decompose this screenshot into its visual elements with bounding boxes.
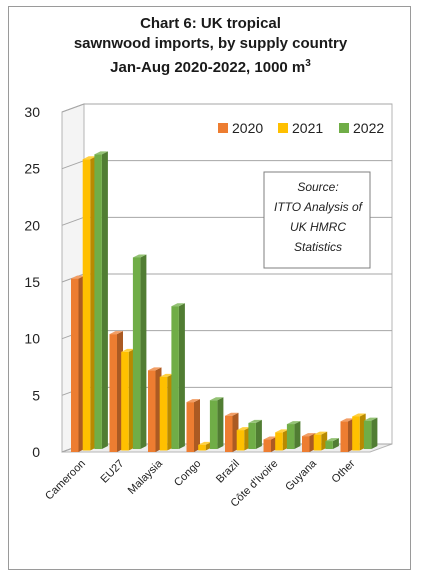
bar-2021-2	[159, 376, 168, 451]
x-tick-label: EU27	[99, 458, 127, 486]
gridline-side	[61, 103, 85, 113]
bar-side-2022-4	[255, 419, 262, 449]
bar-2020-4	[225, 415, 233, 452]
legend-swatch-2020	[218, 123, 228, 133]
bar-side-2022-3	[217, 397, 224, 449]
bar-top-2022-2	[171, 303, 185, 307]
gridline-side	[61, 216, 85, 226]
bar-side-2022-5	[294, 421, 301, 449]
bar-top-2020-1	[109, 331, 123, 335]
bar-top-2021-0	[82, 156, 97, 160]
title-line-3-text: Jan-Aug 2020-2022, 1000 m	[110, 59, 306, 76]
bar-2021-6	[313, 434, 322, 451]
bar-top-2020-3	[186, 399, 200, 403]
bar-2021-0	[82, 159, 91, 451]
bar-2020-1	[109, 334, 117, 452]
bar-2021-4	[236, 430, 245, 451]
bar-2021-3	[198, 444, 206, 451]
bar-2021-5	[275, 432, 283, 451]
source-line: Source:	[297, 180, 338, 194]
bar-2022-0	[94, 154, 102, 450]
legend-swatch-2022	[339, 123, 349, 133]
x-tick-label: Other	[330, 457, 358, 485]
bar-top-2021-6	[313, 431, 328, 435]
bar-top-2021-2	[159, 373, 174, 377]
bar-2022-6	[325, 441, 333, 449]
bar-top-2020-6	[302, 433, 316, 437]
bar-top-2021-3	[198, 441, 212, 445]
bar-side-2022-7	[371, 417, 378, 449]
bar-side-2020-3	[194, 399, 200, 452]
title-line-3: Jan-Aug 2020-2022, 1000 m3	[0, 54, 421, 78]
source-line: Statistics	[294, 240, 342, 254]
bar-top-2020-0	[71, 275, 85, 279]
bar-top-2022-3	[209, 397, 224, 401]
bar-top-2020-4	[225, 412, 239, 416]
bar-top-2020-7	[340, 418, 354, 422]
bar-2020-3	[186, 402, 194, 452]
y-tick-label: 10	[24, 331, 40, 347]
bar-2022-3	[209, 400, 218, 449]
y-tick-label: 5	[32, 387, 40, 403]
title-line-1: Chart 6: UK tropical	[140, 15, 281, 32]
bar-top-2022-4	[248, 419, 262, 423]
bar-top-2021-1	[121, 348, 135, 352]
bar-2020-6	[302, 436, 310, 452]
bar-top-2020-2	[148, 367, 162, 371]
legend-label-2020: 2020	[232, 120, 263, 136]
bar-top-2021-4	[236, 427, 251, 431]
bar-2020-7	[340, 421, 348, 452]
bar-2020-5	[263, 439, 271, 452]
x-tick-label: Brazil	[214, 458, 242, 486]
legend-swatch-2021	[278, 123, 288, 133]
gridline-side	[61, 160, 85, 170]
legend-label-2022: 2022	[353, 120, 384, 136]
bar-2022-1	[132, 257, 141, 449]
legend-label-2021: 2021	[292, 120, 323, 136]
bar-2022-7	[363, 420, 372, 449]
bar-top-2022-5	[286, 421, 301, 425]
bar-2022-4	[248, 422, 256, 449]
bar-side-2022-1	[140, 254, 147, 449]
source-box	[263, 171, 371, 269]
x-tick-label: Malaysia	[126, 457, 166, 497]
x-tick-label: Cameroon	[43, 458, 88, 503]
title-superscript: 3	[305, 58, 311, 69]
y-tick-label: 30	[24, 104, 40, 120]
y-tick-label: 0	[32, 444, 40, 460]
bar-2021-1	[121, 351, 129, 451]
bar-top-2022-0	[94, 151, 108, 155]
bar-top-2021-7	[352, 413, 366, 417]
bar-2020-0	[71, 278, 79, 452]
bar-2020-2	[148, 370, 156, 452]
x-tick-label: Guyana	[283, 457, 319, 493]
bar-side-2022-6	[332, 438, 339, 449]
bar-side-2022-2	[178, 303, 185, 449]
chart-title: Chart 6: UK tropical sawnwood imports, b…	[0, 14, 421, 78]
bar-top-2020-5	[263, 436, 277, 440]
bar-2022-5	[286, 424, 295, 449]
bar-top-2021-5	[275, 429, 289, 433]
y-tick-label: 25	[24, 161, 40, 177]
x-tick-label: Congo	[172, 458, 203, 489]
source-line: UK HMRC	[290, 220, 346, 234]
bar-top-2022-1	[132, 254, 147, 258]
y-tick-label: 15	[24, 274, 40, 290]
y-tick-label: 20	[24, 217, 40, 233]
bar-2022-2	[171, 306, 179, 449]
bar-side-2022-0	[101, 151, 108, 450]
title-line-2: sawnwood imports, by supply country	[73, 35, 348, 52]
bar-top-2022-7	[363, 417, 378, 421]
bar-2021-7	[352, 416, 360, 451]
source-line: ITTO Analysis of	[274, 200, 364, 214]
bar-top-2022-6	[325, 438, 339, 442]
